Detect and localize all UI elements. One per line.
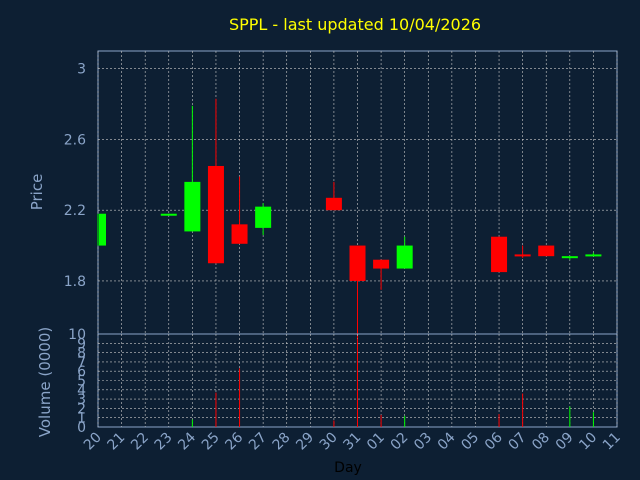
candle-body (585, 254, 602, 257)
candle-body (538, 245, 555, 257)
volume-tick-label: 9 (77, 336, 86, 352)
volume-tick-label: 5 (77, 374, 86, 390)
candle-body (514, 254, 531, 257)
candle-body (373, 259, 390, 269)
candle-body (99, 213, 106, 246)
price-axis-label: Price (28, 174, 46, 211)
price-panel: 1.8 2.2 2.6 3 Price (28, 50, 618, 405)
volume-tick-label: 8 (77, 346, 86, 362)
volume-axis-label: Volume (0000) (36, 327, 54, 437)
candle-body (325, 197, 342, 211)
volume-tick-label: 3 (77, 392, 86, 408)
volume-tick-label: 0 (77, 420, 86, 436)
price-y-ticks: 1.8 2.2 2.6 3 (64, 62, 86, 290)
volume-tick-label: 10 (68, 327, 86, 343)
volume-tick-label: 7 (77, 355, 86, 371)
candles (97, 98, 602, 405)
candle-body (160, 213, 177, 216)
candle-body (184, 181, 201, 232)
volume-tick-label: 4 (77, 383, 86, 399)
volume-tick-label: 2 (77, 401, 86, 417)
volume-bars (191, 338, 594, 427)
volume-tick-label: 1 (77, 411, 86, 427)
chart-title: SPPL - last updated 10/04/2026 (229, 15, 481, 34)
candle-body (396, 245, 413, 269)
price-tick-label: 2.6 (64, 132, 86, 148)
candle-body (561, 256, 578, 259)
x-axis-label: Day (334, 460, 362, 476)
candle-body (255, 206, 272, 228)
price-tick-label: 2.2 (64, 203, 86, 219)
volume-tick-label: 6 (77, 364, 86, 380)
candle-body (491, 236, 508, 273)
price-tick-label: 1.8 (64, 274, 86, 290)
candle-body (231, 224, 248, 244)
candle-body (349, 245, 366, 281)
x-axis-ticks: 20 21 22 23 24 25 26 27 28 29 30 31 01 02 03 04 05 06 07 08… (81, 429, 624, 453)
candle-body (207, 165, 224, 264)
price-tick-label: 3 (77, 62, 86, 78)
